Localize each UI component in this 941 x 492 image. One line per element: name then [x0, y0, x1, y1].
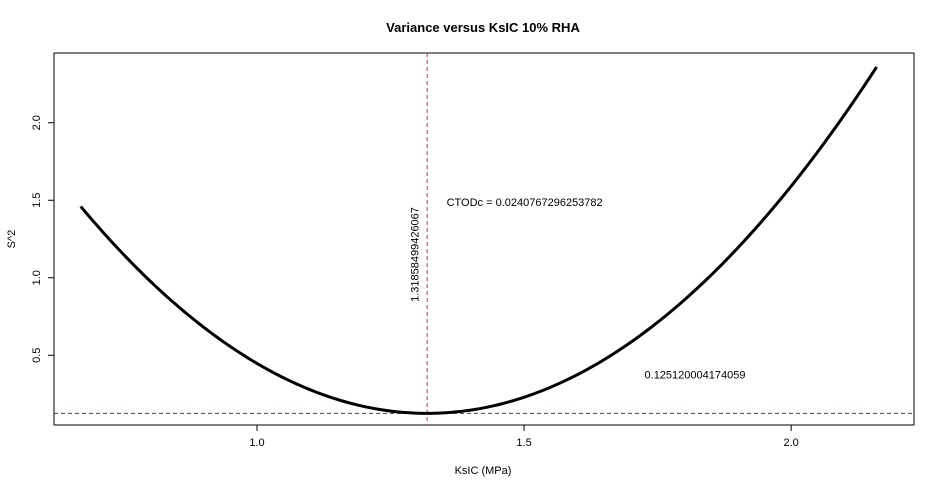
- y-axis-label: S^2: [6, 230, 18, 249]
- plot-frame: [53, 52, 915, 426]
- x-tick-label: 1.0: [249, 437, 264, 449]
- annotation-vline-value: 1.31858499426067: [410, 207, 422, 302]
- y-tick-label: 1.5: [31, 193, 43, 208]
- annotations: CTODc = 0.0240767296253782 1.31858499426…: [410, 197, 746, 382]
- guide-lines: [54, 53, 914, 425]
- variance-curve: [79, 66, 878, 415]
- y-tick-label: 2.0: [31, 115, 43, 130]
- x-tick-label: 1.5: [516, 437, 531, 449]
- chart-title: Variance versus KsIC 10% RHA: [386, 20, 580, 35]
- series: [79, 66, 878, 415]
- y-tick-label: 1.0: [31, 270, 43, 285]
- x-tick-label: 2.0: [783, 437, 798, 449]
- annotation-min-variance: 0.125120004174059: [645, 370, 746, 382]
- annotation-ctodc: CTODc = 0.0240767296253782: [447, 197, 603, 209]
- y-tick-label: 0.5: [31, 348, 43, 363]
- x-axis-label: KsIC (MPa): [455, 465, 512, 477]
- axes: 1.0 1.5 2.0 0.5 1.0 1.5 2.0: [31, 115, 799, 449]
